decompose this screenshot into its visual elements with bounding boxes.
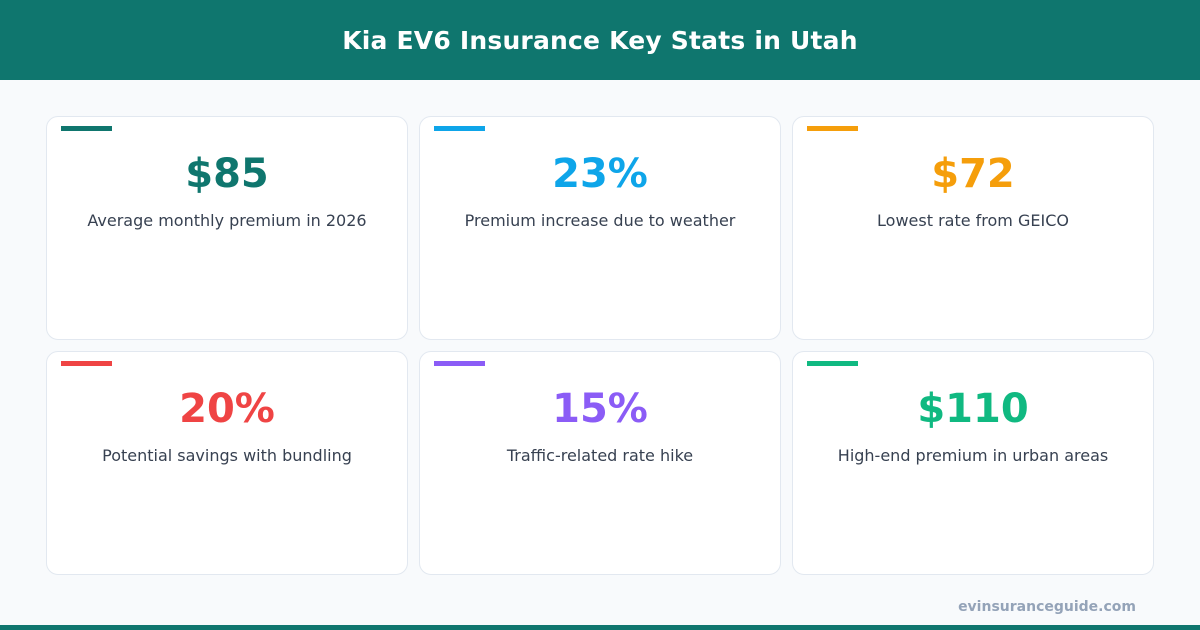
stat-card: $85 Average monthly premium in 2026 bbox=[46, 116, 408, 340]
stat-label: Average monthly premium in 2026 bbox=[87, 211, 367, 230]
stat-value: 20% bbox=[179, 386, 275, 432]
stat-value: $110 bbox=[917, 386, 1029, 432]
accent-bar bbox=[61, 361, 112, 366]
page-title: Kia EV6 Insurance Key Stats in Utah bbox=[342, 25, 858, 55]
stat-value: 15% bbox=[552, 386, 648, 432]
stat-value: $72 bbox=[931, 151, 1015, 197]
accent-bar bbox=[434, 361, 485, 366]
header-banner: Kia EV6 Insurance Key Stats in Utah bbox=[0, 0, 1200, 80]
accent-bar bbox=[807, 126, 858, 131]
stat-card: 15% Traffic-related rate hike bbox=[419, 351, 781, 575]
stat-card: 20% Potential savings with bundling bbox=[46, 351, 408, 575]
stat-card: $110 High-end premium in urban areas bbox=[792, 351, 1154, 575]
stat-card: $72 Lowest rate from GEICO bbox=[792, 116, 1154, 340]
stat-label: Potential savings with bundling bbox=[102, 446, 352, 465]
stat-label: Lowest rate from GEICO bbox=[877, 211, 1069, 230]
stat-label: High-end premium in urban areas bbox=[837, 446, 1109, 465]
accent-bar bbox=[434, 126, 485, 131]
bottom-bar bbox=[0, 625, 1200, 630]
stat-value: 23% bbox=[552, 151, 648, 197]
accent-bar bbox=[61, 126, 112, 131]
stat-card: 23% Premium increase due to weather bbox=[419, 116, 781, 340]
stat-label: Traffic-related rate hike bbox=[506, 446, 694, 465]
stats-grid: $85 Average monthly premium in 2026 23% Pr… bbox=[46, 116, 1154, 575]
stat-value: $85 bbox=[185, 151, 269, 197]
accent-bar bbox=[807, 361, 858, 366]
site-url: evinsuranceguide.com bbox=[958, 599, 1136, 615]
stat-label: Premium increase due to weather bbox=[464, 211, 736, 230]
